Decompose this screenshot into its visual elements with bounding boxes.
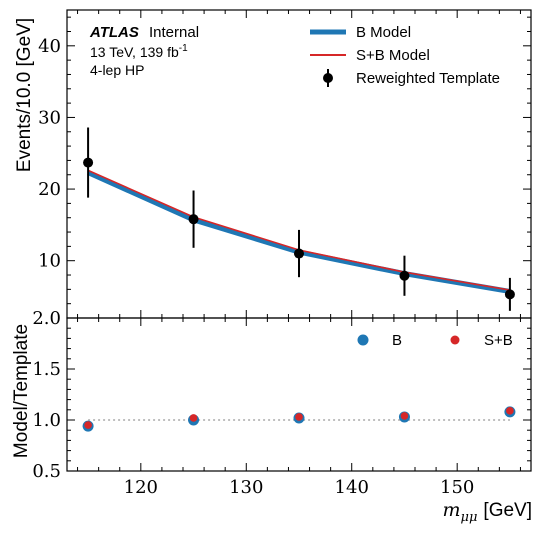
atlas-label-bold: ATLAS [89, 24, 139, 41]
main-y-tick-label: 40 [38, 36, 61, 57]
legend-ratio-sb-marker [450, 335, 460, 345]
template-point [294, 248, 304, 259]
ratio-sb-point [84, 421, 92, 429]
ratio-y-tick-label: 1.0 [32, 410, 61, 431]
ratio-y-axis-title: Model/Template [11, 324, 32, 458]
ratio-sb-point [400, 412, 409, 420]
x-tick-label: 150 [440, 477, 474, 498]
atlas-label-status: Internal [149, 24, 199, 41]
x-tick-label: 120 [124, 477, 158, 498]
legend-template-label: Reweighted Template [356, 70, 500, 87]
x-axis-title-symbol: m [442, 499, 460, 521]
atlas-label: ATLAS Internal 13 TeV, 139 fb-1 4-lep HP [89, 24, 199, 78]
x-axis-title-subscript: μμ [461, 510, 478, 525]
main-y-tick-label: 10 [38, 251, 61, 272]
template-point [504, 289, 515, 300]
template-point [83, 157, 94, 168]
x-axis-title-unit: [GeV] [483, 500, 532, 521]
legend-ratio-b-label: B [392, 332, 402, 349]
legend-ratio-b-marker [357, 334, 369, 346]
atlas-energy: 13 TeV, 139 fb [90, 44, 179, 60]
legend-b-model-label: B Model [356, 24, 411, 41]
main-y-tick-label: 30 [38, 107, 61, 128]
ratio-sb-point [506, 407, 514, 415]
ratio-y-tick-label: 2.0 [32, 308, 61, 329]
legend-template-marker [323, 73, 333, 83]
template-point [188, 214, 199, 225]
main-y-tick-label: 20 [38, 179, 61, 200]
ratio-legend: B S+B [357, 332, 513, 349]
x-axis-title: mμμ [GeV] [442, 499, 532, 525]
atlas-category: 4-lep HP [90, 62, 144, 78]
ratio-sb-point [295, 413, 303, 421]
atlas-energy-lumi: 13 TeV, 139 fb-1 [90, 43, 188, 60]
x-tick-label: 130 [229, 477, 263, 498]
legend-sb-model-label: S+B Model [356, 47, 430, 64]
ratio-plot-frame [66, 317, 532, 472]
main-y-axis-title: Events/10.0 [GeV] [14, 18, 35, 172]
x-tick-label: 140 [335, 477, 369, 498]
main-legend: B Model S+B Model Reweighted Template [310, 24, 500, 87]
template-point [399, 270, 410, 281]
ratio-sb-point [189, 414, 198, 422]
atlas-lumi-exponent: -1 [179, 43, 188, 54]
ratio-y-tick-label: 1.5 [32, 359, 61, 380]
ratio-y-tick-label: 0.5 [32, 461, 61, 482]
legend-ratio-sb-label: S+B [484, 332, 513, 349]
